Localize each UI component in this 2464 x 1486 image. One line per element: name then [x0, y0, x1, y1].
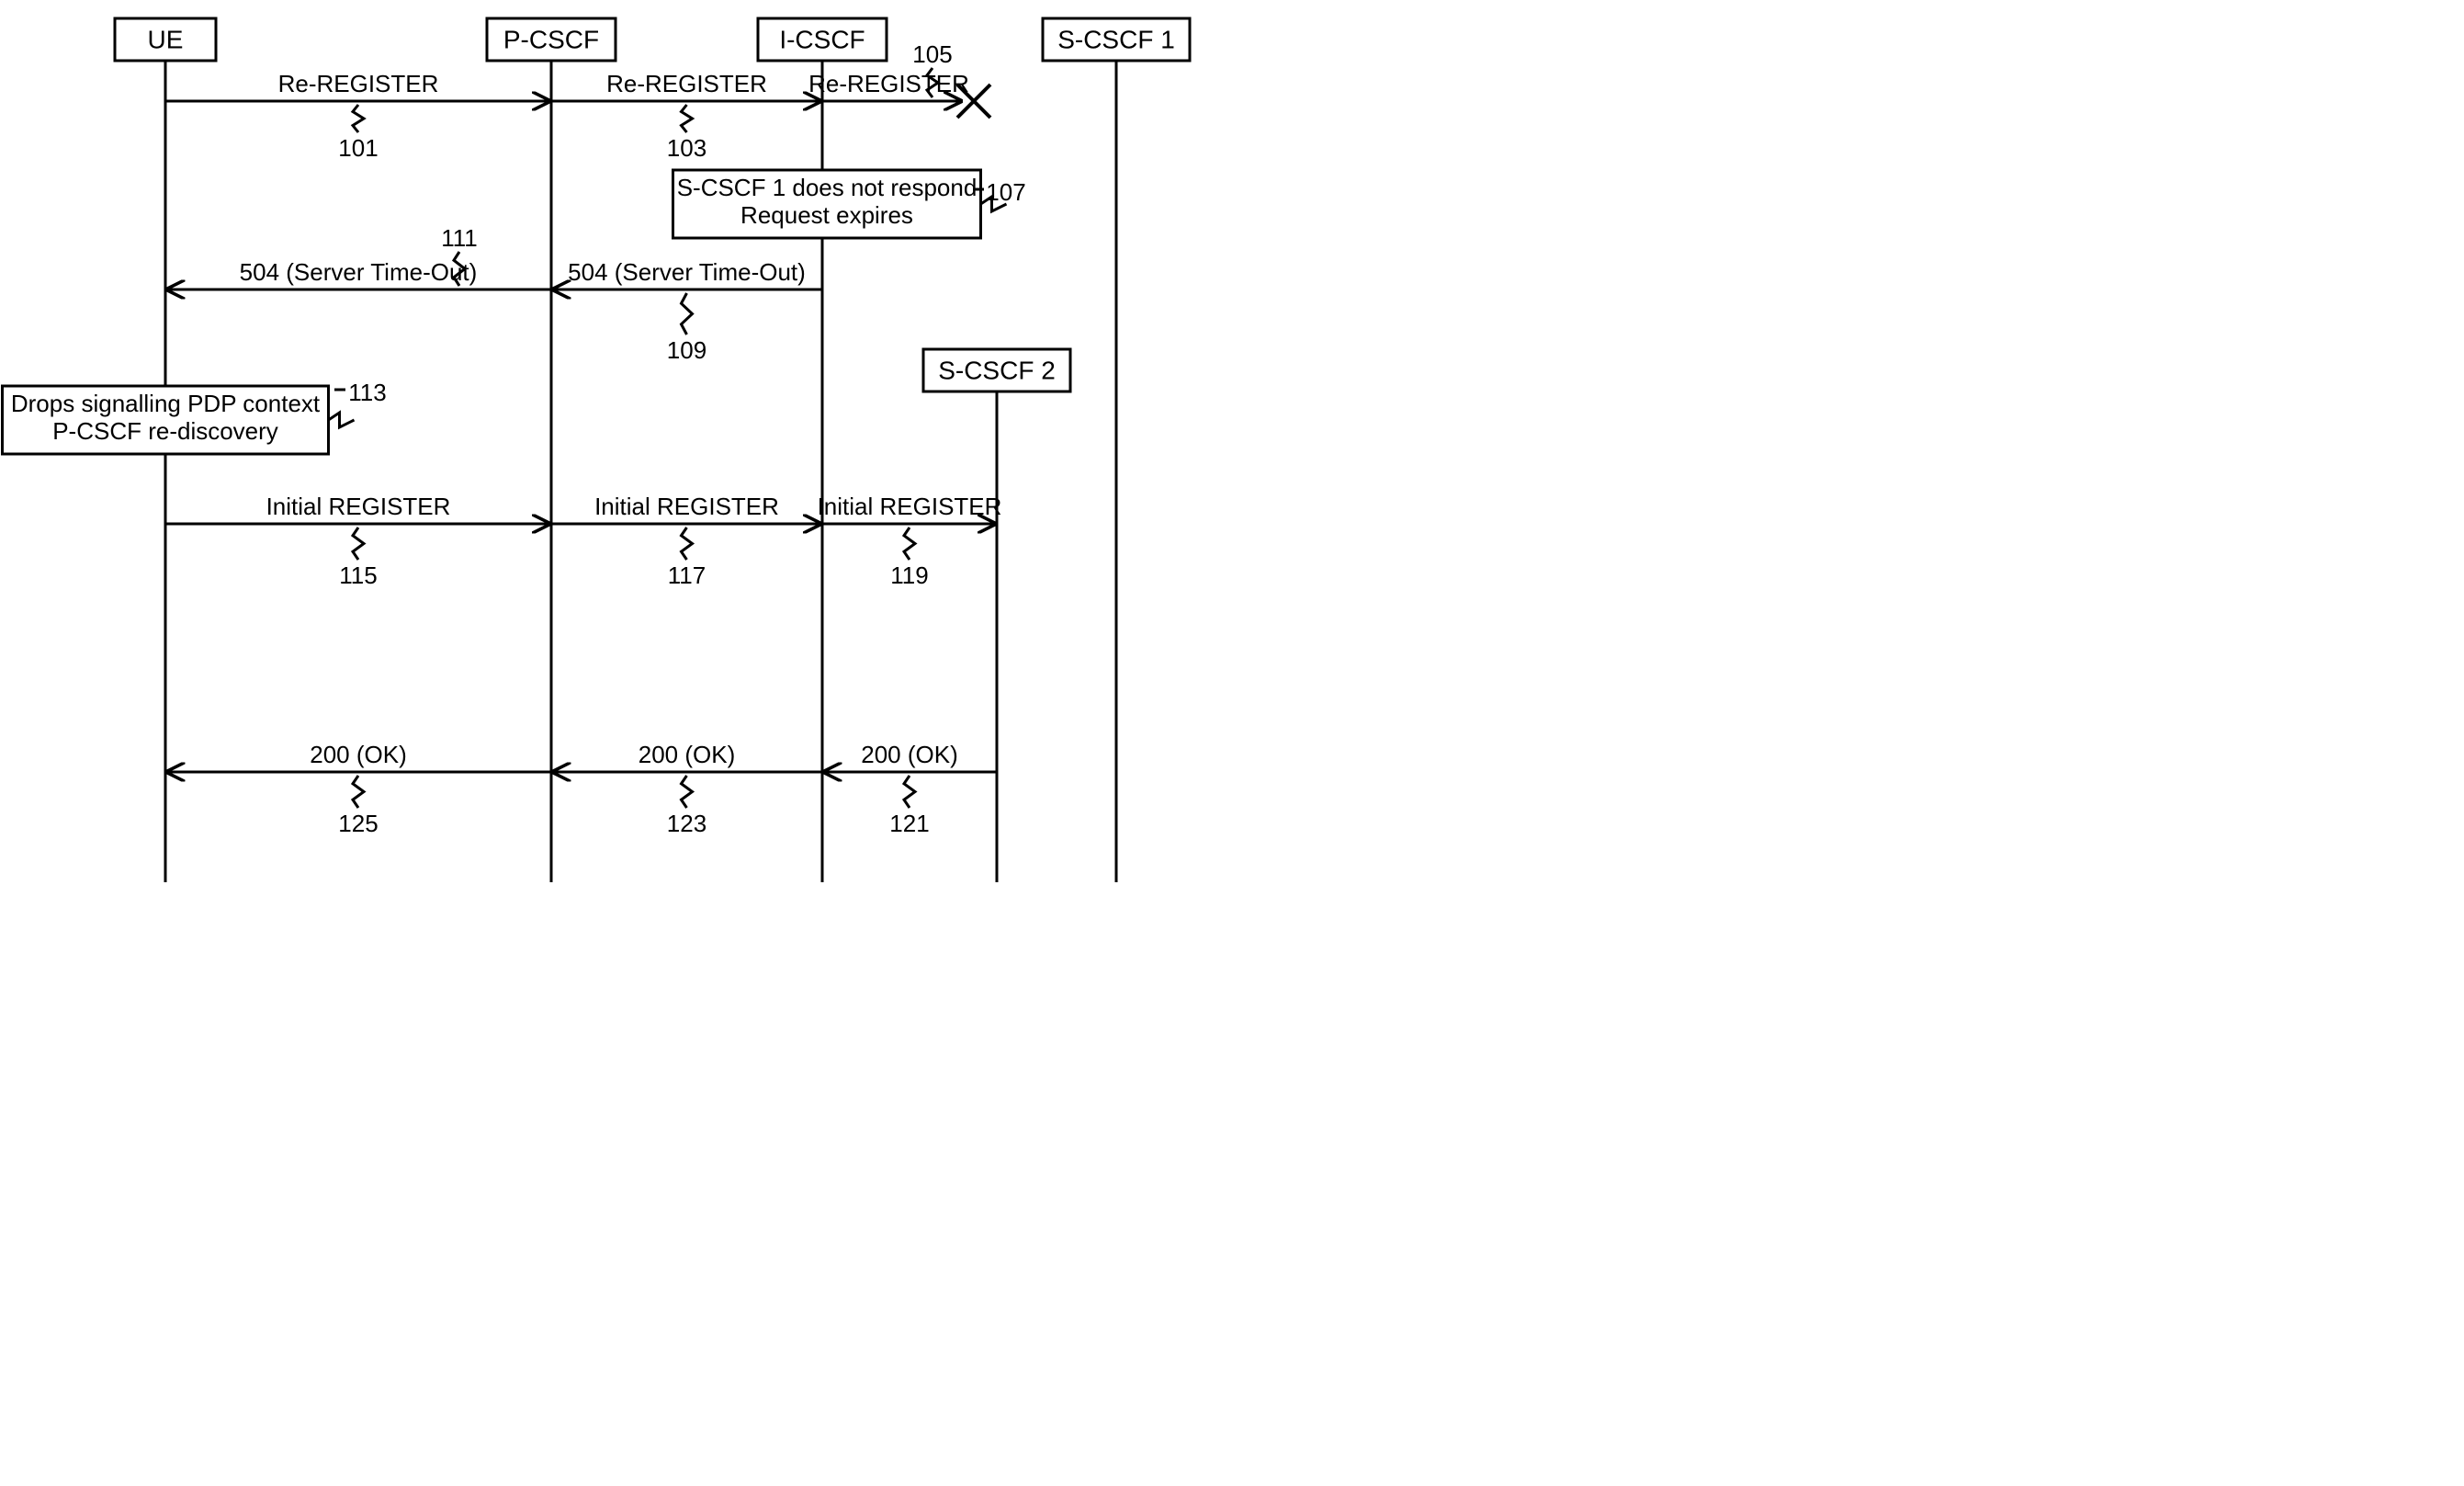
message-m119-number: 119 — [890, 562, 928, 589]
message-m125: 200 (OK) 125 — [167, 741, 551, 837]
message-m119-label: Initial REGISTER — [818, 493, 1002, 520]
message-m109-label: 504 (Server Time-Out) — [568, 258, 806, 286]
lifeline-scscf1-label: S-CSCF 1 — [1057, 25, 1175, 53]
message-m101-label: Re-REGISTER — [278, 70, 439, 97]
note-n107-line-1: Request expires — [740, 201, 913, 229]
message-m103: Re-REGISTER 103 — [551, 70, 820, 162]
message-m117-number: 117 — [668, 562, 706, 589]
message-m101-number: 101 — [338, 134, 378, 162]
lifeline-icscf-label: I-CSCF — [779, 25, 865, 53]
message-m123-label: 200 (OK) — [639, 741, 736, 768]
note-n107-number: 107 — [986, 178, 1025, 206]
note-n113-line-0: Drops signalling PDP context — [11, 390, 321, 417]
message-m103-label: Re-REGISTER — [606, 70, 767, 97]
message-m111-label: 504 (Server Time-Out) — [240, 258, 478, 286]
message-m117: Initial REGISTER 117 — [551, 493, 820, 589]
message-m101: Re-REGISTER 101 — [165, 70, 549, 162]
lifeline-scscf1: S-CSCF 1 — [1043, 18, 1190, 882]
note-n113-number: 113 — [348, 379, 386, 406]
message-m115: Initial REGISTER 115 — [165, 493, 549, 589]
lifeline-pcscf: P-CSCF — [487, 18, 616, 882]
message-m105-label: Re-REGISTER — [808, 70, 969, 97]
message-m119: Initial REGISTER 119 — [818, 493, 1002, 589]
message-m111: 504 (Server Time-Out) 111 — [167, 224, 551, 289]
message-m125-number: 125 — [338, 810, 378, 837]
message-m103-number: 103 — [667, 134, 706, 162]
message-m111-number: 111 — [441, 224, 478, 252]
note-n113-line-1: P-CSCF re-discovery — [52, 417, 278, 445]
message-m109: 504 (Server Time-Out) 109 — [553, 258, 822, 364]
message-m125-label: 200 (OK) — [310, 741, 407, 768]
note-n107: S-CSCF 1 does not respondRequest expires… — [673, 170, 1026, 238]
message-m105-number: 105 — [912, 40, 952, 68]
message-m121-label: 200 (OK) — [861, 741, 958, 768]
message-m123-number: 123 — [667, 810, 706, 837]
message-m121: 200 (OK) 121 — [824, 741, 997, 837]
lifeline-scscf2: S-CSCF 2 — [923, 349, 1070, 882]
note-n113: Drops signalling PDP contextP-CSCF re-di… — [3, 379, 387, 454]
message-m123: 200 (OK) 123 — [553, 741, 822, 837]
message-m115-label: Initial REGISTER — [266, 493, 451, 520]
lifeline-ue-label: UE — [148, 25, 184, 53]
message-m121-number: 121 — [889, 810, 929, 837]
note-n107-line-0: S-CSCF 1 does not respond — [677, 174, 978, 201]
message-m115-number: 115 — [339, 562, 377, 589]
lifeline-pcscf-label: P-CSCF — [503, 25, 599, 53]
lifeline-scscf2-label: S-CSCF 2 — [938, 356, 1056, 384]
message-m109-number: 109 — [667, 336, 706, 364]
message-m117-label: Initial REGISTER — [594, 493, 779, 520]
